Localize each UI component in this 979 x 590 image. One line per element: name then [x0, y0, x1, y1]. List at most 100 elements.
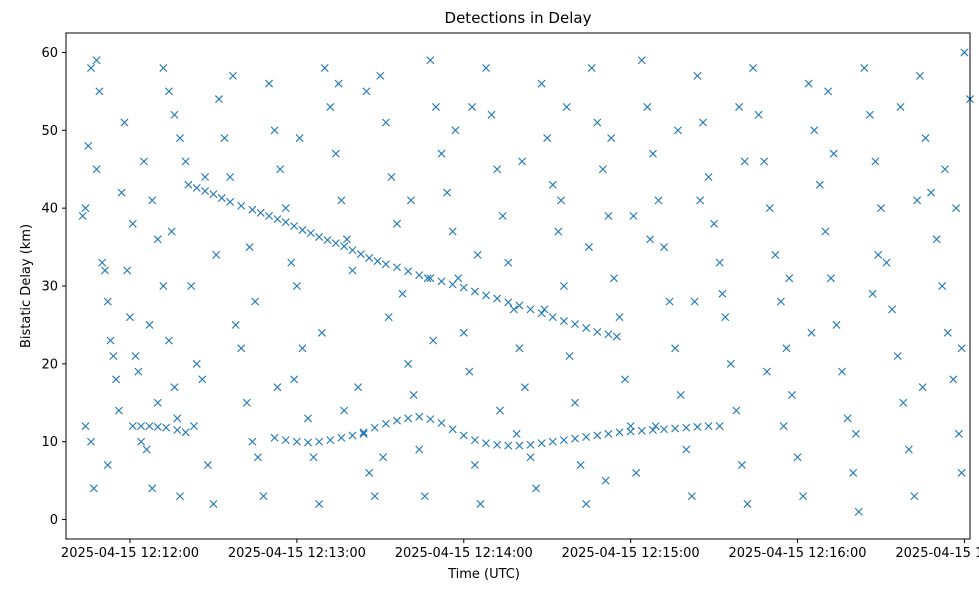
data-markers: [78, 48, 974, 516]
data-point: [952, 204, 961, 213]
data-point: [740, 157, 749, 166]
data-point: [715, 422, 724, 431]
y-tick-label: 50: [41, 124, 58, 139]
data-point: [384, 313, 393, 322]
y-tick-label: 20: [41, 357, 58, 372]
data-point: [465, 367, 474, 376]
data-point: [487, 110, 496, 119]
data-point: [915, 71, 924, 80]
data-point: [298, 225, 307, 234]
data-point: [607, 134, 616, 143]
data-point: [153, 235, 162, 244]
data-point: [473, 250, 482, 259]
data-point: [270, 433, 279, 442]
data-point: [198, 375, 207, 384]
data-point: [89, 484, 98, 493]
y-tick-label: 60: [41, 46, 58, 61]
data-point: [829, 149, 838, 158]
data-point: [601, 476, 610, 485]
data-point: [81, 422, 90, 431]
data-point: [821, 227, 830, 236]
x-axis-ticks: 2025-04-15 12:12:00 2025-04-15 12:13:00 20…: [61, 539, 979, 561]
data-point: [687, 492, 696, 501]
data-point: [626, 422, 635, 431]
data-point: [87, 437, 96, 446]
data-point: [482, 439, 491, 448]
data-point: [409, 390, 418, 399]
data-point: [437, 149, 446, 158]
data-point: [128, 219, 137, 228]
data-point: [326, 436, 335, 445]
data-point: [582, 499, 591, 508]
data-point: [323, 236, 332, 245]
x-tick-label: 2025-04-15 12:16:00: [729, 546, 867, 561]
data-point: [251, 297, 260, 306]
data-point: [470, 461, 479, 470]
data-point: [648, 426, 657, 435]
data-point: [515, 441, 524, 450]
data-point: [370, 492, 379, 501]
data-point: [782, 344, 791, 353]
data-point: [125, 313, 134, 322]
data-point: [317, 328, 326, 337]
data-point: [315, 499, 324, 508]
data-point: [865, 110, 874, 119]
data-point: [281, 204, 290, 213]
data-point: [704, 422, 713, 431]
data-point: [148, 484, 157, 493]
data-point: [498, 211, 507, 220]
data-point: [932, 235, 941, 244]
data-point: [459, 283, 468, 292]
data-point: [173, 414, 182, 423]
data-point: [292, 437, 301, 446]
data-point: [373, 257, 382, 266]
data-point: [726, 359, 735, 368]
x-tick-label: 2025-04-15 12:14:00: [395, 546, 533, 561]
data-point: [306, 229, 315, 238]
data-point: [871, 157, 880, 166]
data-point: [771, 250, 780, 259]
data-point: [370, 423, 379, 432]
data-point: [381, 419, 390, 428]
data-point: [582, 324, 591, 333]
data-point: [815, 180, 824, 189]
data-point: [826, 274, 835, 283]
data-point: [526, 305, 535, 314]
data-point: [187, 282, 196, 290]
data-point: [760, 157, 769, 166]
data-point: [131, 352, 140, 361]
data-point: [212, 250, 221, 259]
data-point: [337, 196, 346, 205]
data-point: [896, 102, 905, 111]
data-point: [142, 445, 151, 454]
data-point: [715, 258, 724, 267]
data-point: [326, 102, 335, 111]
data-point: [176, 134, 185, 143]
data-point: [621, 375, 630, 384]
data-point: [356, 250, 365, 259]
data-point: [710, 219, 719, 228]
data-point: [735, 102, 744, 111]
data-point: [287, 258, 296, 267]
data-point: [548, 313, 557, 322]
data-point: [201, 187, 210, 196]
data-point: [331, 149, 340, 158]
chart-title: Detections in Delay: [445, 9, 592, 27]
data-point: [604, 429, 613, 438]
data-point: [682, 445, 691, 454]
data-point: [209, 190, 218, 199]
data-point: [281, 436, 290, 445]
data-point: [173, 426, 182, 435]
data-point: [470, 287, 479, 296]
data-point: [153, 422, 162, 431]
y-tick-label: 40: [41, 202, 58, 217]
data-point: [117, 188, 126, 197]
data-point: [92, 165, 101, 174]
data-point: [874, 250, 883, 259]
data-point: [381, 260, 390, 269]
data-point: [320, 64, 329, 73]
data-point: [520, 383, 529, 392]
data-point: [593, 327, 602, 336]
x-tick-label: 2025-04-15 12:12:00: [61, 546, 199, 561]
